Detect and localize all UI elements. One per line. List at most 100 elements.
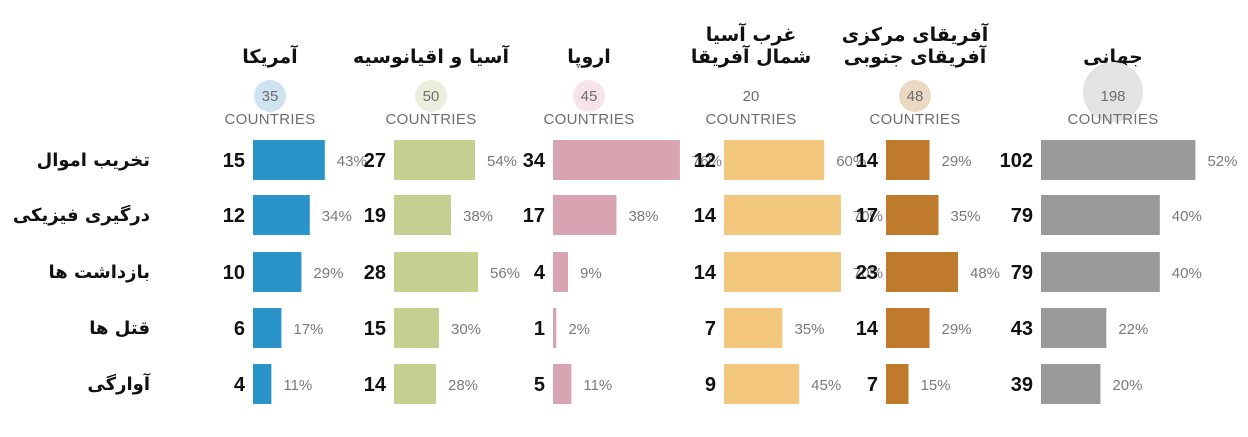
bar — [886, 252, 958, 292]
bar-percent-label: 60% — [836, 153, 866, 170]
bar — [1041, 308, 1107, 348]
bar-count-label: 4 — [534, 262, 546, 284]
country-count: 198 — [1100, 88, 1125, 105]
bar — [886, 308, 930, 348]
bar-count-label: 39 — [1011, 374, 1033, 396]
bar-count-label: 102 — [1000, 150, 1033, 172]
country-count: 45 — [581, 88, 598, 105]
bar-count-label: 14 — [856, 318, 879, 340]
country-count: 50 — [423, 88, 440, 105]
bar — [394, 364, 436, 404]
bar-count-label: 14 — [856, 150, 879, 172]
row-label: تخریب اموال — [37, 150, 150, 171]
row-label: درگیری فیزیکی — [13, 204, 150, 226]
country-count-circle — [1083, 62, 1143, 122]
bar-count-label: 12 — [694, 150, 716, 172]
bar-count-label: 23 — [856, 262, 878, 284]
bar-percent-label: 35% — [794, 321, 824, 338]
bar — [1041, 252, 1160, 292]
bar-count-label: 4 — [234, 374, 246, 396]
bar-percent-label: 56% — [490, 265, 520, 282]
bar-count-label: 10 — [223, 262, 245, 284]
countries-label: COUNTRIES — [224, 111, 315, 128]
bar — [886, 195, 939, 235]
bar — [394, 195, 451, 235]
bar-count-label: 1 — [534, 318, 545, 340]
bar-percent-label: 70% — [853, 208, 883, 225]
bar — [553, 195, 617, 235]
region-title: جهانی — [1083, 46, 1143, 68]
country-count: 20 — [743, 88, 760, 105]
countries-label: COUNTRIES — [869, 111, 960, 128]
region-title-line-1: آفریقای مرکزی — [842, 22, 989, 46]
row-label: آوارگی — [87, 372, 150, 395]
row-label: بازداشت ها — [48, 262, 150, 283]
countries-label: COUNTRIES — [705, 111, 796, 128]
bar — [724, 364, 800, 404]
bar-count-label: 34 — [523, 150, 546, 172]
bar-count-label: 17 — [856, 205, 878, 227]
bar-count-label: 79 — [1011, 262, 1033, 284]
bar-percent-label: 11% — [583, 377, 612, 394]
bar-count-label: 14 — [694, 262, 717, 284]
bar — [886, 140, 930, 180]
bar — [253, 364, 272, 404]
country-count-circle — [899, 80, 931, 112]
country-count: 48 — [907, 88, 924, 105]
bar-percent-label: 9% — [580, 265, 602, 282]
bar — [553, 140, 680, 180]
region-title-line-2: شمال آفریقا — [691, 44, 811, 68]
bar-percent-label: 40% — [1172, 208, 1202, 225]
bar — [1041, 364, 1101, 404]
region-title: آمریکا — [242, 44, 298, 68]
bar-count-label: 15 — [223, 150, 245, 172]
country-count: 35 — [262, 88, 279, 105]
countries-label: COUNTRIES — [543, 111, 634, 128]
bar — [724, 195, 841, 235]
bar — [253, 308, 282, 348]
bar — [1041, 195, 1160, 235]
bar-count-label: 43 — [1011, 318, 1033, 340]
bar-count-label: 7 — [705, 318, 716, 340]
bar — [253, 195, 310, 235]
bar-percent-label: 29% — [313, 265, 343, 282]
bar — [724, 140, 825, 180]
bar-count-label: 12 — [223, 205, 245, 227]
bar-percent-label: 43% — [337, 153, 367, 170]
bar-percent-label: 40% — [1172, 265, 1202, 282]
bar-percent-label: 35% — [951, 208, 981, 225]
bar-percent-label: 11% — [283, 377, 312, 394]
bar-percent-label: 22% — [1118, 321, 1148, 338]
bar-count-label: 79 — [1011, 205, 1033, 227]
row-label: قتل ها — [89, 318, 150, 339]
bar-percent-label: 48% — [970, 265, 1000, 282]
bar-percent-label: 76% — [692, 153, 722, 170]
bar-percent-label: 2% — [568, 321, 590, 338]
bar-count-label: 27 — [364, 150, 386, 172]
bar-percent-label: 20% — [1112, 377, 1142, 394]
bar-percent-label: 34% — [322, 208, 352, 225]
region-title-line-1: غرب آسیا — [706, 22, 797, 46]
bar-count-label: 6 — [234, 318, 245, 340]
bar — [253, 252, 302, 292]
bar-percent-label: 38% — [463, 208, 493, 225]
bar-percent-label: 15% — [921, 377, 951, 394]
bar-count-label: 28 — [364, 262, 386, 284]
bar-percent-label: 52% — [1207, 153, 1237, 170]
countries-label: COUNTRIES — [385, 111, 476, 128]
bar-count-label: 5 — [534, 374, 545, 396]
bar-percent-label: 29% — [942, 153, 972, 170]
bar-count-label: 14 — [694, 205, 717, 227]
bar-count-label: 19 — [364, 205, 386, 227]
bar-percent-label: 29% — [942, 321, 972, 338]
bar-percent-label: 54% — [487, 153, 517, 170]
bar-percent-label: 70% — [853, 265, 883, 282]
bar — [724, 308, 783, 348]
country-count-circle — [573, 80, 605, 112]
bar — [1041, 140, 1196, 180]
bar-count-label: 9 — [705, 374, 716, 396]
bar — [724, 252, 841, 292]
bar — [553, 364, 572, 404]
region-title: آسیا و اقیانوسیه — [353, 44, 509, 68]
